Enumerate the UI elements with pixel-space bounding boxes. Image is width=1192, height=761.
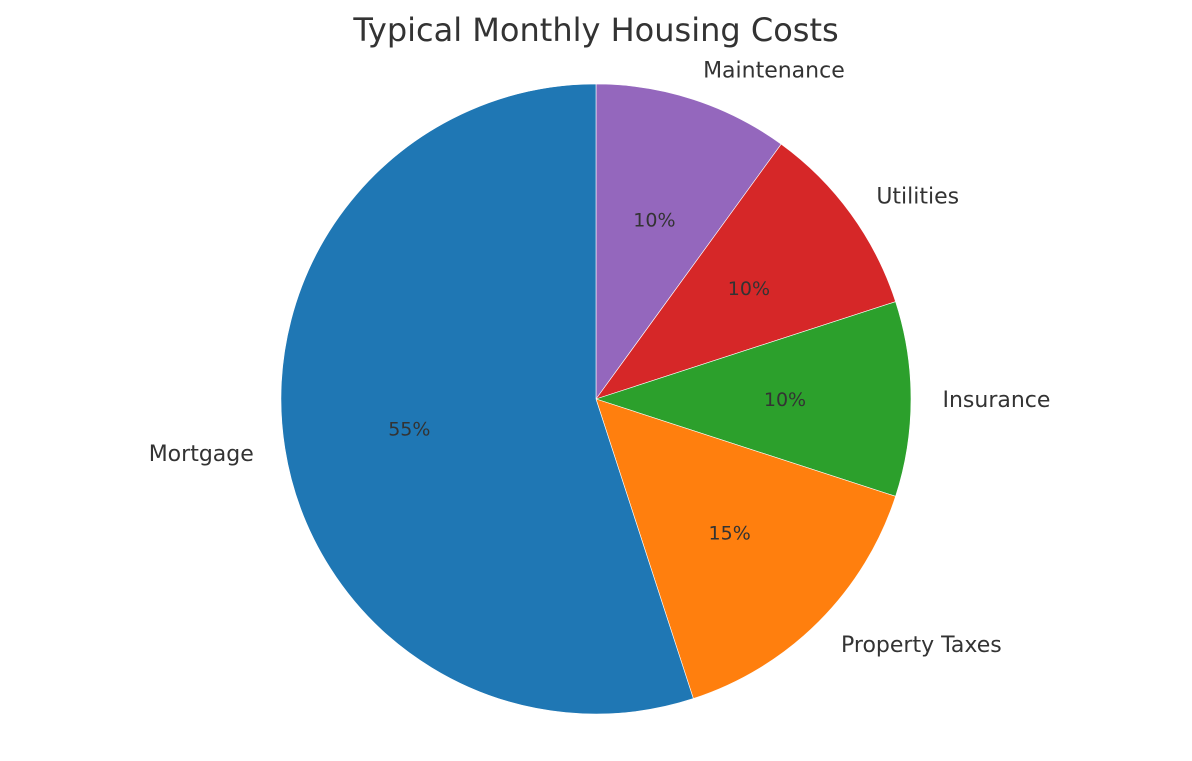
chart-title: Typical Monthly Housing Costs: [352, 11, 838, 49]
pie-slice-mortgage: [280, 83, 694, 715]
slice-percent-label: 55%: [388, 419, 430, 441]
pie-slice-utilities: [595, 143, 896, 400]
pie-slices: [280, 83, 912, 715]
slice-percent-label: 10%: [633, 209, 675, 231]
slice-percent-label: 10%: [764, 389, 806, 411]
slice-category-label: Maintenance: [703, 58, 845, 83]
pie-labels: 10% Maintenance 10% Utilities 10% Insurance 15…: [149, 58, 1051, 658]
pie-slice-maintenance: [595, 83, 782, 400]
slice-category-label: Property Taxes: [841, 633, 1002, 658]
pie-slice-insurance: [595, 301, 912, 497]
slice-category-label: Utilities: [876, 184, 959, 209]
slice-category-label: Mortgage: [149, 442, 254, 467]
slice-percent-label: 10%: [728, 278, 770, 300]
slice-percent-label: 15%: [709, 523, 751, 545]
slice-category-label: Insurance: [943, 388, 1051, 413]
pie-slice-property-taxes: [595, 398, 896, 699]
